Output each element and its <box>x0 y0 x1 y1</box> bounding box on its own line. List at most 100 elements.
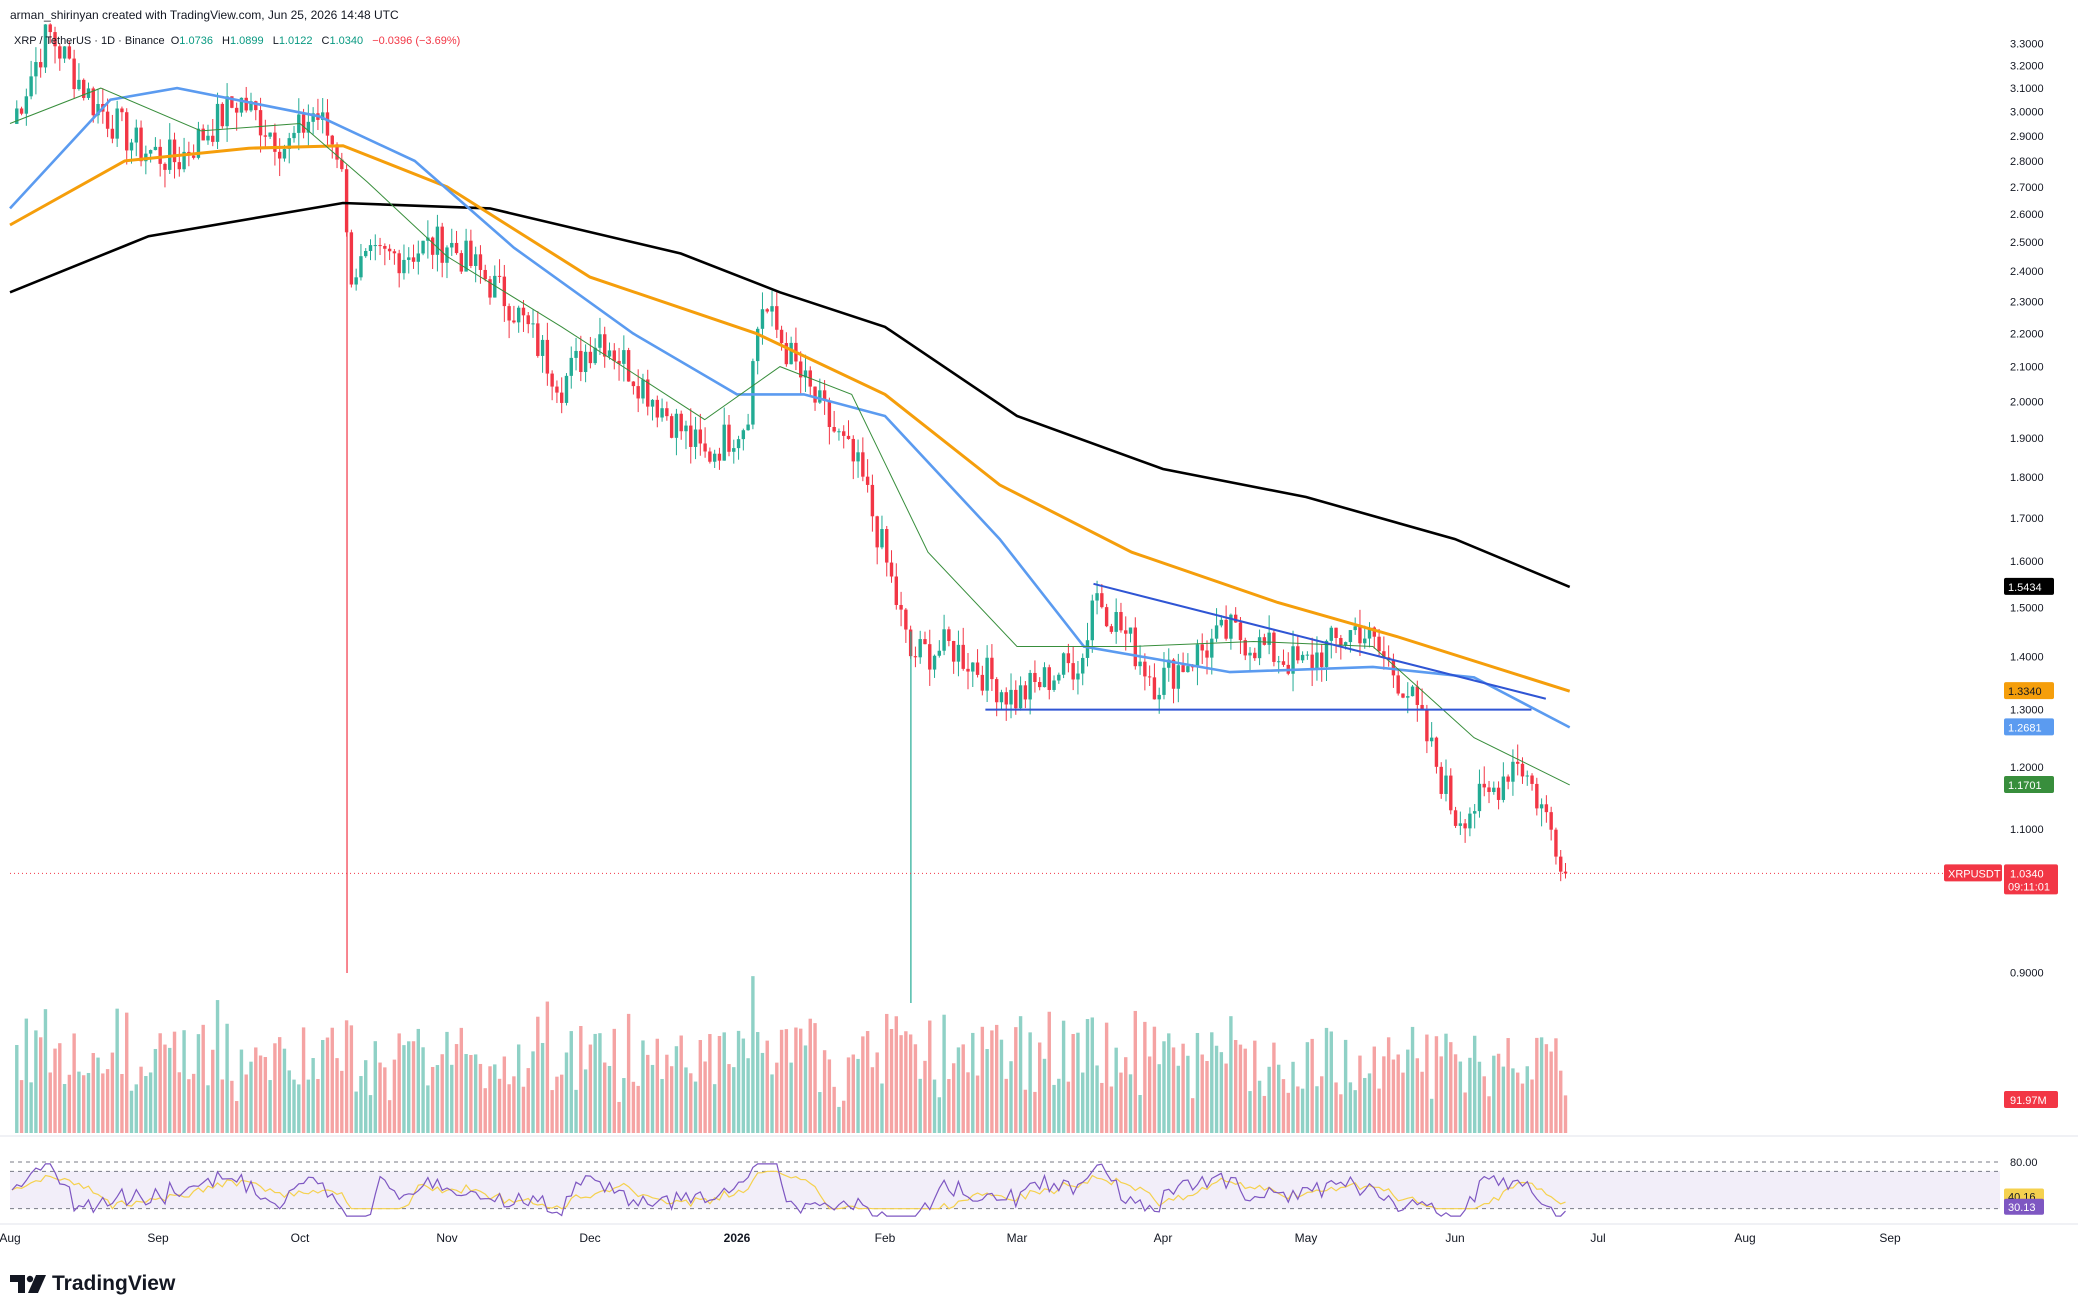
candle-body <box>72 58 76 90</box>
candle-body <box>1554 829 1558 857</box>
candle-body <box>985 657 989 691</box>
volume-bar <box>727 1064 731 1133</box>
candle-body <box>545 339 550 374</box>
candle-body <box>1138 661 1142 667</box>
volume-bar <box>373 1041 377 1133</box>
candle-body <box>273 132 277 152</box>
candle-body <box>43 24 48 68</box>
volume-bar <box>1214 1045 1219 1133</box>
volume-bar <box>928 1020 932 1133</box>
candle-body <box>493 275 497 298</box>
volume-bar <box>507 1084 511 1133</box>
candle-body <box>1047 667 1051 690</box>
candle-body <box>799 361 803 378</box>
candle-body <box>110 128 115 139</box>
candle-body <box>349 232 354 285</box>
symbol-label[interactable]: XRP / TetherUS · 1D · Binance <box>14 35 165 47</box>
volume-bar <box>263 1057 268 1133</box>
candle-body <box>918 639 922 658</box>
volume-bar <box>1477 1061 1482 1133</box>
candle-body <box>1033 672 1037 683</box>
candle-body <box>837 431 841 433</box>
candle-body <box>564 375 569 403</box>
volume-bar <box>1559 1070 1563 1133</box>
candle-body <box>1363 638 1367 644</box>
volume-bar <box>1530 1079 1534 1133</box>
volume-bar <box>292 1079 296 1133</box>
volume-bar <box>168 1047 172 1133</box>
volume-bar <box>120 1073 124 1133</box>
candle-body <box>1267 632 1271 645</box>
volume-bar <box>110 1052 115 1133</box>
volume-bar <box>325 1037 330 1133</box>
candle-body <box>201 128 205 141</box>
candle-body <box>861 452 865 477</box>
candle-body <box>507 306 511 321</box>
volume-bar <box>1147 1056 1152 1133</box>
price-tick-label: 2.1000 <box>2010 362 2044 374</box>
candle-body <box>177 162 181 170</box>
volume-bar <box>330 1027 334 1133</box>
candle-body <box>1171 659 1176 689</box>
volume-bar <box>301 1027 306 1133</box>
candle-body <box>450 242 454 248</box>
candle-body <box>148 150 153 154</box>
candle-body <box>708 451 712 462</box>
candle-body <box>516 307 521 323</box>
candle-body <box>1477 783 1482 812</box>
volume-bar <box>693 1081 698 1133</box>
sma-20-line <box>9 87 1570 786</box>
volume-bar <box>655 1038 659 1133</box>
volume-bar <box>1377 1088 1381 1133</box>
candle-body <box>1353 626 1357 631</box>
volume-bar <box>1386 1037 1391 1133</box>
candle-body <box>1324 640 1329 668</box>
candle-body <box>220 103 225 127</box>
volume-bar <box>311 1058 315 1133</box>
volume-bar <box>526 1068 530 1133</box>
candle-body <box>230 96 234 108</box>
volume-bar <box>760 1052 765 1133</box>
price-tick-label: 1.7000 <box>2010 513 2044 525</box>
volume-bar <box>842 1100 846 1133</box>
volume-bar <box>187 1079 191 1133</box>
candle-body <box>1482 783 1486 788</box>
volume-bar <box>679 1035 683 1133</box>
volume-bar <box>846 1057 851 1133</box>
volume-bar <box>1090 1017 1094 1133</box>
volume-bar <box>306 1079 311 1133</box>
candle-body <box>1167 659 1171 668</box>
volume-bar <box>191 1073 196 1133</box>
candle-body <box>473 254 478 266</box>
candle-body <box>956 644 961 662</box>
candle-body <box>1014 689 1018 709</box>
candle-body <box>1229 614 1233 639</box>
candle-body <box>1100 593 1104 608</box>
tradingview-brand[interactable]: TradingView <box>10 1272 175 1296</box>
candle-body <box>258 110 263 136</box>
volume-bar <box>1525 1066 1529 1133</box>
candle-body <box>1210 638 1214 658</box>
volume-bar <box>937 1097 942 1133</box>
candle-body <box>1152 677 1157 700</box>
volume-bar <box>1210 1032 1214 1133</box>
candle-body <box>942 629 946 651</box>
volume-bar <box>407 1041 411 1133</box>
candle-body <box>1238 622 1243 641</box>
volume-bar <box>258 1055 263 1133</box>
volume-bar <box>1066 1081 1071 1133</box>
volume-bar <box>459 1027 464 1133</box>
candle-body <box>158 146 162 164</box>
volume-bar <box>172 1031 177 1133</box>
volume-bar <box>813 1023 817 1133</box>
volume-bar <box>1257 1080 1262 1133</box>
volume-bar <box>918 1078 922 1133</box>
price-tick-label: 3.1000 <box>2010 83 2044 95</box>
price-tick-label: 3.2000 <box>2010 60 2044 72</box>
candle-body <box>894 576 898 605</box>
volume-bar <box>1028 1032 1032 1133</box>
candle-body <box>880 529 884 548</box>
candle-body <box>244 97 248 111</box>
candle-body <box>703 443 707 452</box>
